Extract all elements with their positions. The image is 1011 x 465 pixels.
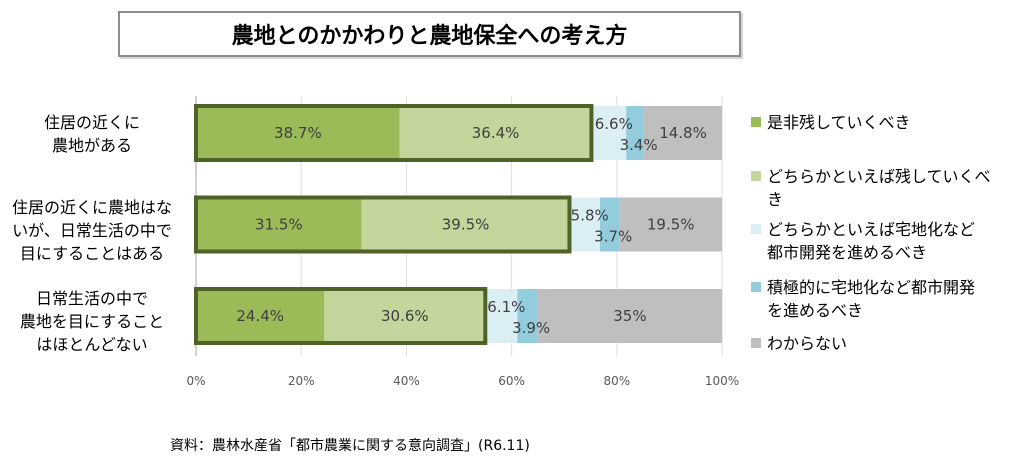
legend-marker <box>751 338 761 348</box>
data-label: 14.8% <box>659 124 707 142</box>
bar-segment <box>399 106 592 160</box>
bar-segment <box>569 197 600 252</box>
bar-segment <box>361 197 570 252</box>
legend-marker <box>751 282 761 292</box>
data-label: 38.7% <box>274 124 322 142</box>
data-label: 36.4% <box>472 124 520 142</box>
legend-item: どちらかといえば残していくべき <box>751 165 1006 209</box>
data-label: 19.5% <box>647 216 695 234</box>
chart-title: 農地とのかかわりと農地保全への考え方 <box>231 24 628 49</box>
x-tick-label: 0% <box>186 374 205 388</box>
data-label: 35% <box>613 307 646 325</box>
legend-item: どちらかといえば宅地化など都市開発を進めるべき <box>751 218 1006 262</box>
data-label: 3.4% <box>620 136 658 154</box>
emphasis-border <box>194 104 594 162</box>
legend-label: わからない <box>767 334 848 353</box>
data-label: 3.7% <box>594 228 632 246</box>
category-label: 日常生活の中で 農地を目にすること はほとんどない <box>19 288 165 354</box>
bar-segment <box>324 289 486 343</box>
legend-label: どちらかといえば残していくべき <box>767 167 991 209</box>
bar-segment <box>485 289 518 343</box>
source-note: 資料：農林水産省「都市農業に関する意向調査」(R6.11) <box>170 438 530 454</box>
x-tick-label: 20% <box>288 374 315 388</box>
legend-item: 是非残していくべき <box>751 111 1006 134</box>
bar-segment <box>644 106 722 160</box>
bar-segment <box>537 289 722 343</box>
emphasis-borders <box>194 104 594 345</box>
legend-marker <box>751 224 761 234</box>
title-box: 農地とのかかわりと農地保全への考え方 <box>118 11 741 57</box>
x-tick-label: 60% <box>498 374 525 388</box>
x-tick-label: 100% <box>705 374 739 388</box>
data-label: 6.1% <box>487 298 525 316</box>
bar-segment <box>619 197 722 252</box>
x-axis: 0% 20% 40% 60% 80% 100% <box>186 374 739 388</box>
data-labels: 38.7% 36.4% 6.6% 3.4%14.8% 31.5% 39.5% 5.8% 3.7… <box>236 115 707 337</box>
bar-segment <box>196 197 362 252</box>
legend-label: どちらかといえば宅地化など都市開発を進めるべき <box>767 220 976 262</box>
data-label: 30.6% <box>381 307 429 325</box>
data-label: 3.9% <box>512 319 550 337</box>
bar-segment <box>591 106 627 160</box>
data-label: 39.5% <box>442 216 490 234</box>
legend-item: 積極的に宅地化など都市開発を進めるべき <box>751 276 1006 320</box>
emphasis-border <box>194 195 572 254</box>
legend-marker <box>751 171 761 181</box>
data-label: 5.8% <box>571 207 609 225</box>
legend-label: 積極的に宅地化など都市開発を進めるべき <box>767 278 976 320</box>
legend-label: 是非残していくべき <box>767 113 911 132</box>
bar-segment <box>196 289 325 343</box>
emphasis-border <box>194 287 488 345</box>
bars <box>196 106 722 343</box>
category-label: 住居の近くに農地はな いが、日常生活の中で 目にすることはある <box>11 197 172 263</box>
data-label: 6.6% <box>595 115 633 133</box>
data-label: 31.5% <box>255 216 303 234</box>
legend-marker <box>751 117 761 127</box>
category-label: 住居の近くに 農地がある <box>43 113 140 155</box>
legend-item: わからない <box>751 332 1006 355</box>
bar-segment <box>599 197 620 252</box>
bar-segment <box>626 106 645 160</box>
x-tick-label: 80% <box>603 374 630 388</box>
x-tick-label: 40% <box>393 374 420 388</box>
bar-segment <box>196 106 400 160</box>
data-label: 24.4% <box>236 307 284 325</box>
bar-segment <box>517 289 538 343</box>
